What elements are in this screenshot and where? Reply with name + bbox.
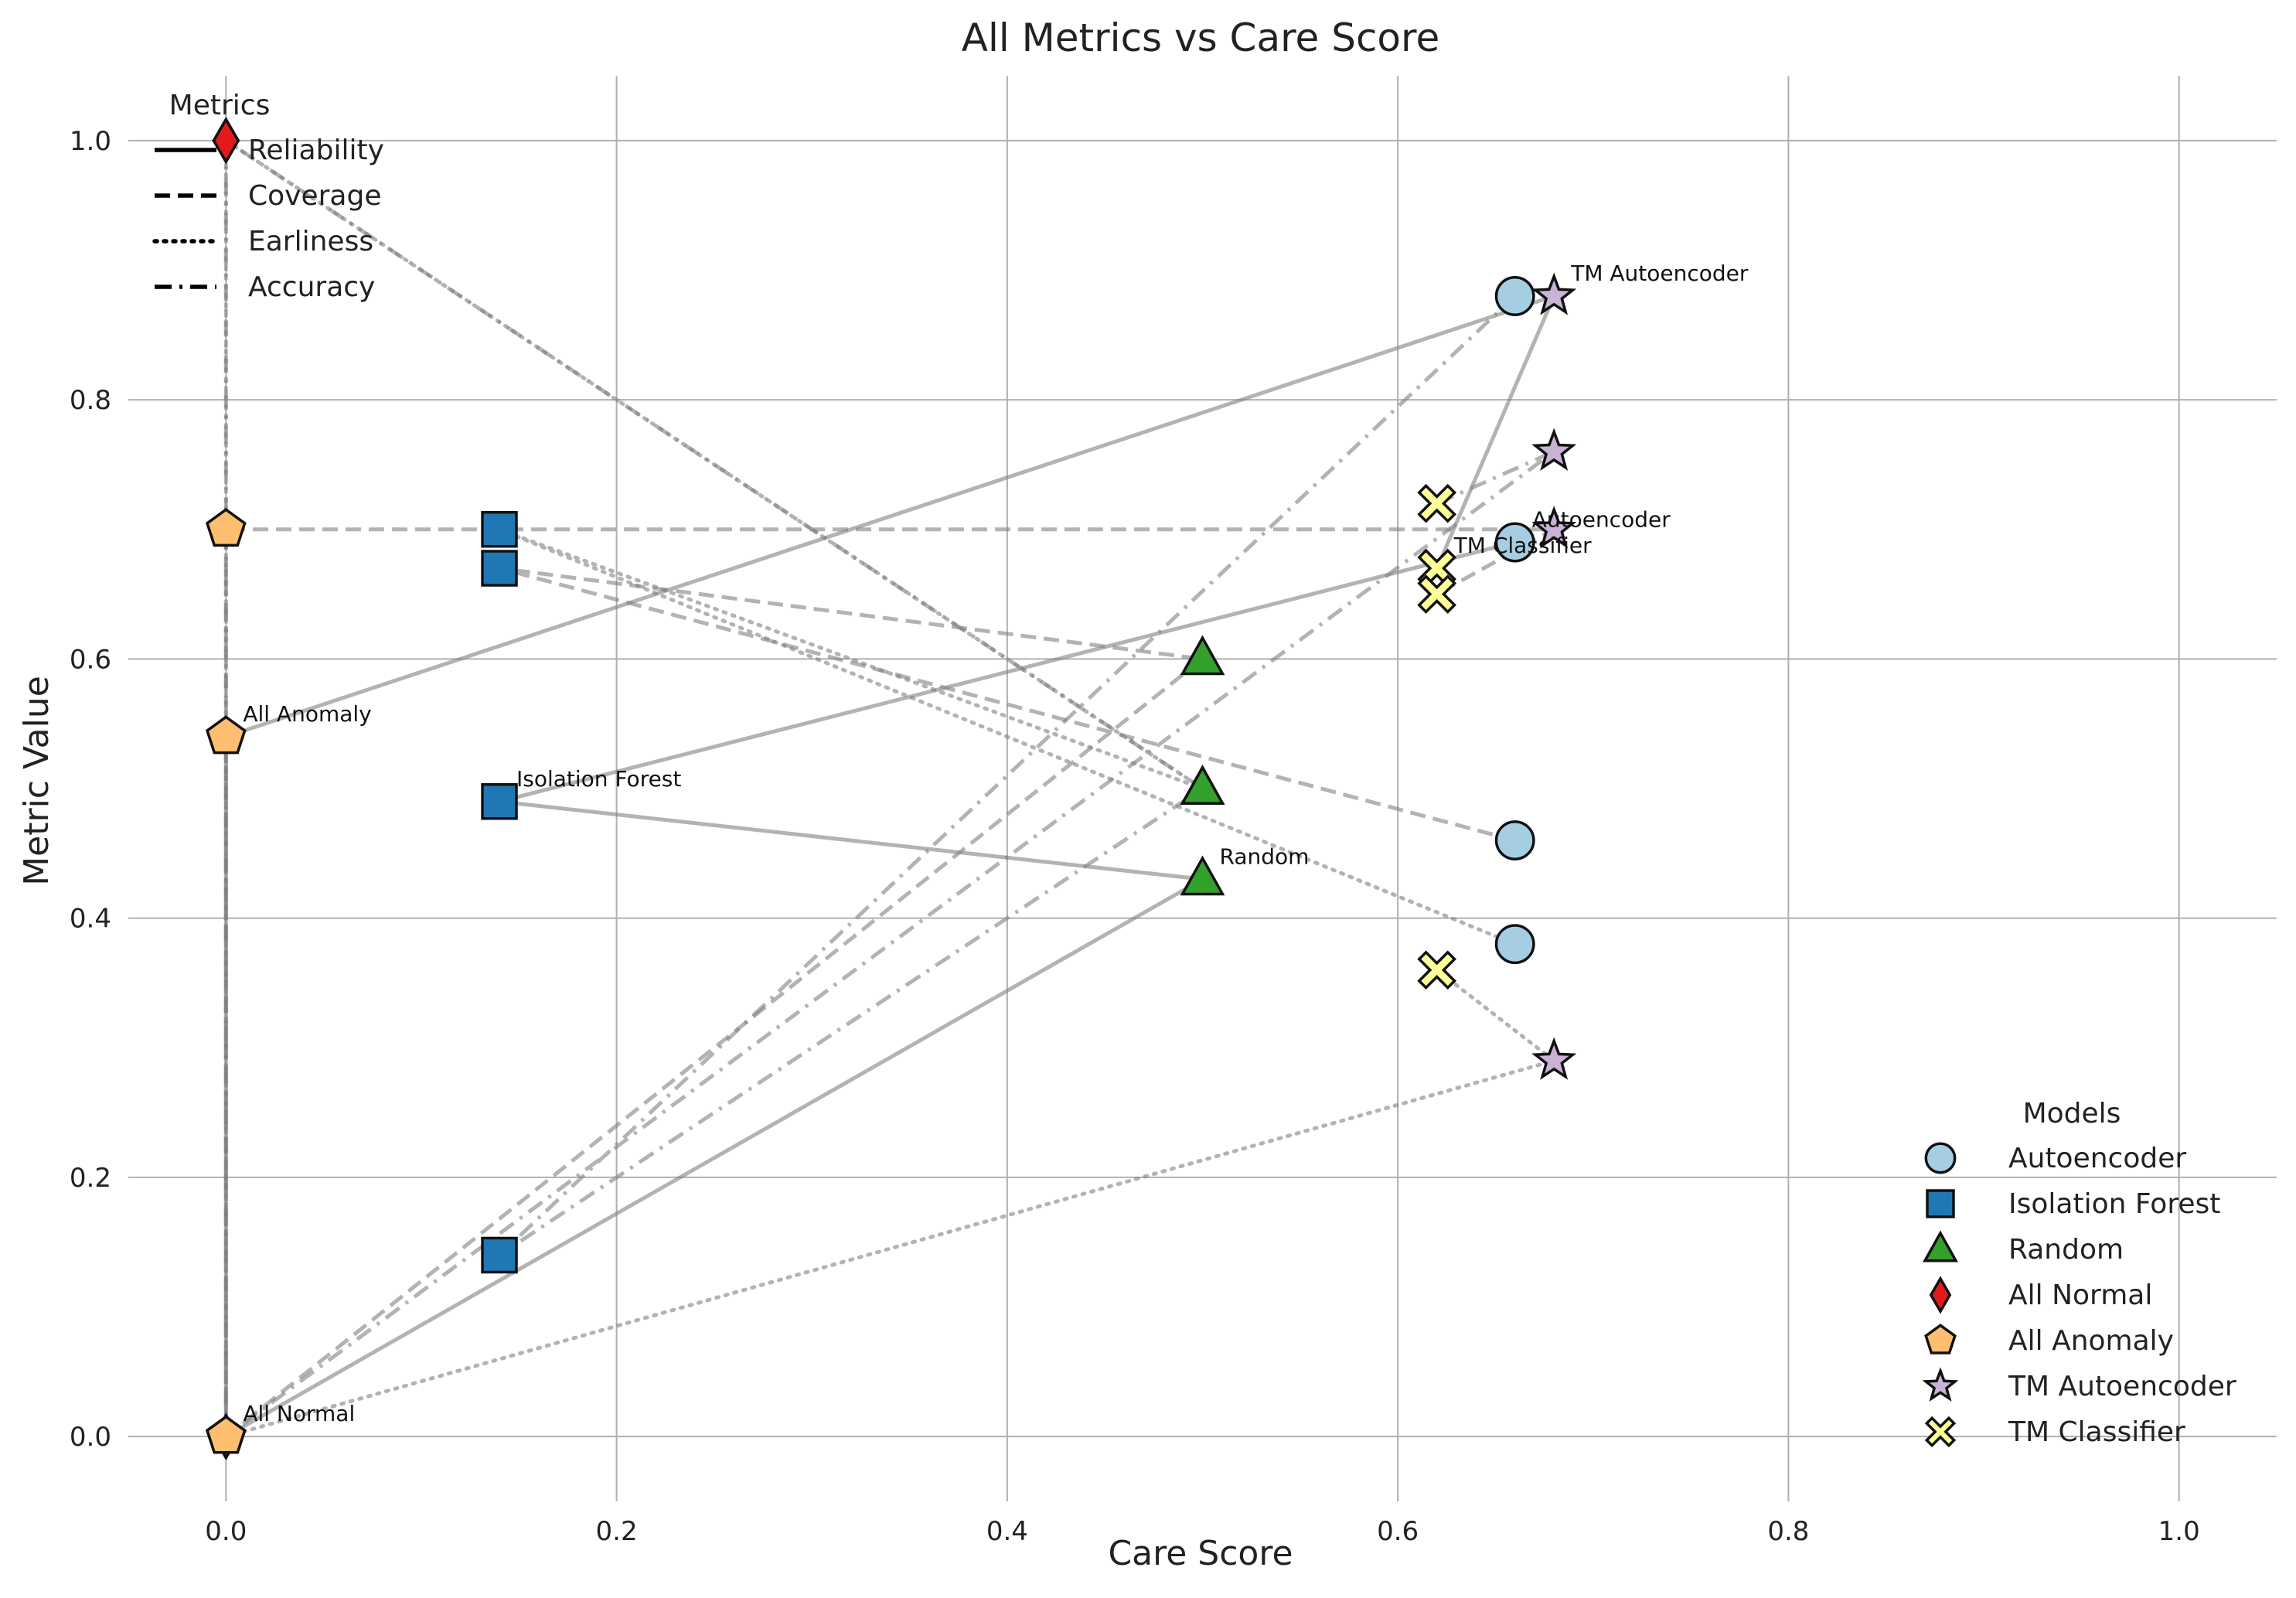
point-isolation-forest-coverage xyxy=(481,550,518,587)
point-random-coverage xyxy=(1180,635,1225,676)
x-tick-label: 0.6 xyxy=(1377,1516,1419,1547)
models-legend-title: Models xyxy=(2023,1098,2121,1130)
point-isolation-forest-accuracy xyxy=(481,1236,518,1274)
models-legend-item: TM Autoencoder xyxy=(2008,1371,2236,1402)
models-legend-item: Autoencoder xyxy=(2008,1143,2186,1174)
annotation-label: TM Autoencoder xyxy=(1570,261,1749,286)
point-all-anomaly-accuracy xyxy=(205,1415,247,1454)
annotation-label: All Anomaly xyxy=(243,701,371,727)
point-tm-autoencoder-earliness xyxy=(1531,1037,1577,1080)
metrics-legend-item: Coverage xyxy=(248,180,381,212)
point-isolation-forest-reliability xyxy=(481,783,518,820)
models-legend-item: Isolation Forest xyxy=(2008,1188,2220,1220)
metrics-legend-item: Accuracy xyxy=(248,271,375,303)
models-legend-marker xyxy=(1926,1189,1955,1218)
metrics-legend-item: Reliability xyxy=(248,135,384,166)
y-axis-label: Metric Value xyxy=(17,676,56,886)
x-tick-label: 1.0 xyxy=(2158,1516,2200,1547)
models-legend-item: Random xyxy=(2008,1234,2124,1266)
point-tm-autoencoder-reliability xyxy=(1531,272,1577,315)
x-tick-label: 0.2 xyxy=(596,1516,638,1547)
point-all-anomaly-reliability xyxy=(205,715,247,755)
annotations: All Anomaly Isolation Forest Random Autoenc… xyxy=(243,261,1749,1426)
point-isolation-forest-earliness xyxy=(481,510,518,548)
chart-title: All Metrics vs Care Score xyxy=(962,15,1440,60)
metrics-legend-title: Metrics xyxy=(169,90,271,121)
metric-line-reliability xyxy=(223,292,1558,1440)
y-tick-label: 0.8 xyxy=(70,385,111,416)
metric-line-earliness xyxy=(223,137,1558,1440)
models-legend-marker xyxy=(1922,1230,1959,1262)
y-tick-label: 0.4 xyxy=(70,904,111,935)
grid xyxy=(128,76,2277,1501)
point-all-anomaly-coverage xyxy=(205,508,247,547)
point-autoencoder-earliness xyxy=(1494,924,1535,965)
point-random-reliability xyxy=(1180,855,1225,896)
metrics-legend: Metrics Reliability Coverage Earliness Accur… xyxy=(152,90,384,303)
point-tm-classifier-accuracy xyxy=(1417,483,1457,523)
x-tick-label: 0.4 xyxy=(986,1516,1028,1547)
y-tick-label: 0.2 xyxy=(70,1163,111,1194)
point-autoencoder-accuracy xyxy=(1494,276,1535,316)
x-tick-label: 0.8 xyxy=(1767,1516,1809,1547)
x-axis-label: Care Score xyxy=(1108,1534,1293,1573)
models-legend-marker xyxy=(1922,1367,1959,1402)
metric-lines xyxy=(223,137,1558,1441)
models-legend-item: All Normal xyxy=(2008,1279,2152,1311)
point-autoencoder-reliability xyxy=(1494,522,1535,563)
models-legend-marker xyxy=(1924,1324,1957,1354)
annotation-label: All Normal xyxy=(243,1401,355,1426)
y-tick-label: 1.0 xyxy=(70,126,111,157)
models-legend-marker xyxy=(1924,1416,1957,1448)
y-tick-label: 0.0 xyxy=(70,1422,111,1453)
point-random-accuracy xyxy=(1180,765,1225,805)
metrics-legend-item: Earliness xyxy=(248,226,373,257)
annotation-label: Random xyxy=(1220,843,1310,869)
data-points xyxy=(205,117,1577,1460)
models-legend-marker xyxy=(1929,1276,1952,1314)
tick-labels: 0.0 0.2 0.4 0.6 0.8 1.0 0.0 0.2 0.4 0.6 0.8 1.0 xyxy=(70,126,2200,1547)
metric-line-coverage xyxy=(223,527,1555,1441)
models-legend-item: All Anomaly xyxy=(2008,1325,2174,1357)
point-autoencoder-coverage xyxy=(1494,820,1535,861)
x-tick-label: 0.0 xyxy=(205,1516,247,1547)
models-legend: Models Autoencoder Isolation Forest Random A… xyxy=(1922,1098,2236,1448)
y-tick-label: 0.6 xyxy=(70,644,111,675)
point-tm-autoencoder-accuracy xyxy=(1531,428,1577,471)
metric-line-accuracy xyxy=(223,137,1555,1441)
models-legend-item: TM Classifier xyxy=(2008,1416,2185,1448)
point-tm-classifier-earliness xyxy=(1417,950,1457,990)
point-tm-autoencoder-coverage xyxy=(1531,506,1577,549)
point-tm-classifier-coverage xyxy=(1417,574,1457,614)
annotation-label: Autoencoder xyxy=(1532,506,1671,532)
annotation-label: Isolation Forest xyxy=(516,766,681,792)
annotation-label: TM Classifier xyxy=(1453,533,1592,558)
point-all-normal-accuracy xyxy=(212,117,240,165)
models-legend-marker xyxy=(1924,1142,1957,1174)
